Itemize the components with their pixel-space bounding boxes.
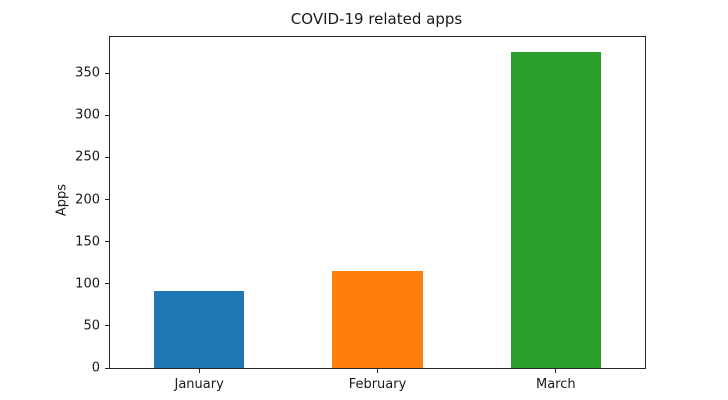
x-tick-mark: [198, 369, 200, 373]
chart-title: COVID-19 related apps: [290, 10, 463, 28]
bar-march: [510, 52, 601, 368]
y-tick-label: 300: [75, 107, 100, 123]
y-tick-label: 100: [75, 276, 100, 292]
y-tick-mark: [105, 199, 109, 201]
y-tick-label: 0: [91, 360, 100, 376]
y-tick-mark: [105, 156, 109, 158]
y-tick-label: 250: [75, 149, 100, 165]
x-tick-label-february: February: [348, 377, 407, 392]
x-tick-mark: [555, 369, 557, 373]
y-tick-label: 50: [83, 318, 100, 334]
y-tick-label: 350: [75, 65, 100, 81]
y-tick-label: 200: [75, 192, 100, 208]
y-tick-mark: [105, 241, 109, 243]
y-tick-mark: [105, 325, 109, 327]
x-tick-mark: [377, 369, 378, 373]
x-tick-label-january: January: [174, 377, 224, 392]
plot-area: 0 50 100 150 200 250 300 350 January February Marc…: [75, 36, 646, 392]
bar-february: [332, 271, 423, 368]
x-tick-label-march: March: [536, 377, 576, 392]
y-tick-mark: [105, 283, 109, 285]
y-tick-label: 150: [75, 234, 100, 250]
y-tick-mark: [105, 114, 109, 116]
bar-january: [154, 291, 245, 368]
y-tick-mark: [105, 367, 109, 369]
y-tick-mark: [105, 72, 109, 74]
